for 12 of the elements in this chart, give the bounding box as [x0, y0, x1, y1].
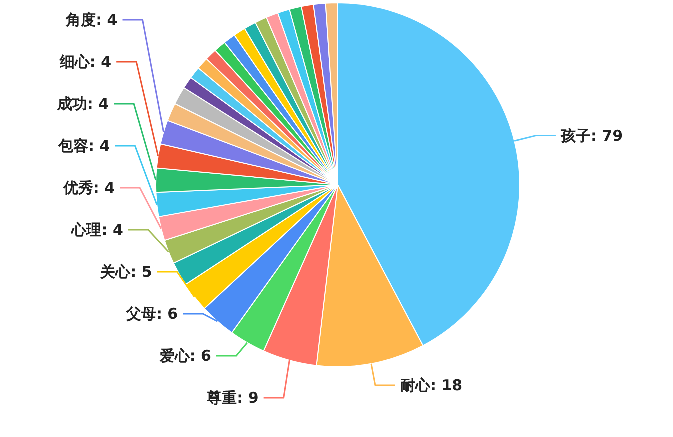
slice-label: 爱心: 6	[158, 347, 212, 365]
slice-label: 心理: 4	[70, 221, 124, 239]
slice-label: 成功: 4	[56, 95, 110, 113]
slice-label: 包容: 4	[58, 137, 110, 155]
slice-label: 父母: 6	[125, 305, 178, 323]
slice-label: 关心: 5	[100, 263, 152, 281]
slice-label: 角度: 4	[65, 11, 118, 29]
slice-label: 尊重: 9	[206, 389, 259, 407]
slice-label: 耐心: 18	[400, 376, 463, 395]
slice-label: 孩子: 79	[560, 126, 624, 145]
slice-label: 优秀: 4	[62, 179, 116, 197]
slice-label: 细心: 4	[58, 53, 112, 71]
